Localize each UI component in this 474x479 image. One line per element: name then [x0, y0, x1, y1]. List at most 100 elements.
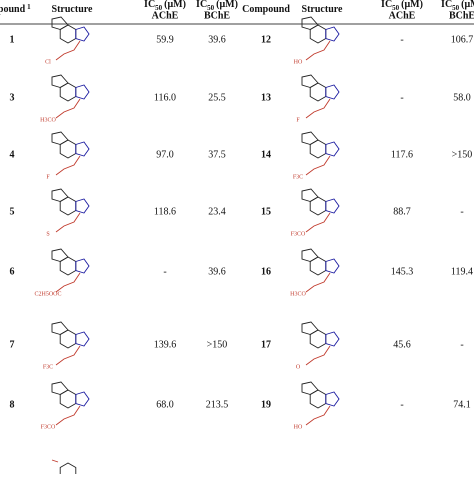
chain — [55, 155, 81, 176]
structure: H3CO — [290, 248, 340, 297]
substituent: H3CO — [40, 117, 56, 123]
chain — [55, 272, 81, 293]
substituent: C2H5OOC — [34, 291, 61, 297]
bche-value: 37.5 — [208, 149, 226, 160]
bche-value: 23.4 — [208, 206, 226, 217]
ring — [75, 331, 90, 347]
ring — [301, 188, 319, 202]
chain — [305, 155, 331, 176]
ache-value: 45.6 — [393, 339, 411, 350]
substituent: F — [46, 174, 50, 180]
compound-id: 8 — [10, 399, 15, 410]
header-cell: Structure — [52, 4, 93, 15]
header-ic: IC — [144, 0, 155, 10]
header-unit: (μM) — [164, 0, 186, 10]
bche-value: - — [460, 206, 463, 217]
chain — [55, 405, 81, 426]
chain — [55, 345, 81, 366]
substituent: S — [46, 231, 49, 237]
ring — [51, 188, 69, 202]
ring — [51, 248, 69, 262]
structure: F3CO — [291, 188, 340, 237]
chain — [305, 272, 331, 293]
substituent: Cl — [45, 59, 51, 65]
ring — [51, 321, 69, 335]
header-text: Structure — [302, 4, 343, 15]
ring — [75, 391, 90, 407]
ache-value: 139.6 — [154, 339, 177, 350]
ache-value: 88.7 — [393, 206, 411, 217]
header-ic: IC — [441, 0, 452, 10]
ache-value: 68.0 — [156, 399, 174, 410]
structure: S — [46, 188, 90, 237]
header-cell: Compound1 — [0, 3, 31, 16]
header-enzyme: BChE — [449, 10, 474, 21]
bche-value: 213.5 — [206, 399, 229, 410]
bche-value: >150 — [452, 149, 473, 160]
substituent: H3CO — [290, 291, 306, 297]
substituent: F3C — [43, 364, 53, 370]
header-cell: Compound — [242, 4, 290, 15]
chain — [55, 40, 81, 61]
ring — [325, 141, 340, 157]
structure: Cl — [45, 16, 90, 65]
ache-value: 116.0 — [154, 92, 176, 103]
bche-value: 39.6 — [208, 34, 226, 45]
ring — [301, 248, 319, 262]
compound-id: 4 — [10, 149, 15, 160]
ring — [325, 84, 340, 100]
ring — [75, 141, 90, 157]
ache-value: 59.9 — [156, 34, 174, 45]
header-cell: IC50(μM) — [441, 0, 474, 12]
compound-id: 17 — [261, 339, 271, 350]
compound-id: 19 — [261, 399, 271, 410]
ache-value: - — [163, 266, 166, 277]
header-cell: IC50(μM) — [196, 0, 238, 12]
ring — [325, 391, 340, 407]
structure: HO — [294, 16, 340, 65]
bche-value: 25.5 — [208, 92, 226, 103]
header-cell: IC50(μM) — [144, 0, 186, 12]
compound-id: 12 — [261, 34, 271, 45]
ring — [75, 258, 90, 274]
compound-id: 16 — [261, 266, 271, 277]
ache-value: 117.6 — [391, 149, 413, 160]
ring — [325, 258, 340, 274]
substituent: F3CO — [291, 231, 306, 237]
chain — [305, 98, 331, 119]
header-unit: (μM) — [401, 0, 423, 10]
ache-value: - — [400, 399, 403, 410]
header-text: Structure — [52, 4, 93, 15]
structure: F — [46, 131, 90, 180]
substituent: O — [296, 364, 301, 370]
bche-value: 58.0 — [453, 92, 471, 103]
header-unit: (μM) — [216, 0, 238, 10]
structure: C2H5OOC — [34, 248, 90, 297]
header-sup: 1 — [27, 3, 31, 11]
header-cell: IC50(μM) — [381, 0, 423, 12]
compound-id: 3 — [10, 92, 15, 103]
ring — [301, 74, 319, 88]
bche-value: 119.4 — [451, 266, 473, 277]
ring — [51, 16, 69, 30]
structure: F3C — [293, 131, 340, 180]
compound-id: 5 — [10, 206, 15, 217]
header-ic: IC — [196, 0, 207, 10]
chain — [305, 405, 331, 426]
chain — [55, 98, 81, 119]
ring — [51, 74, 69, 88]
ache-value: 97.0 — [156, 149, 174, 160]
ring — [301, 16, 319, 30]
header-enzyme: AChE — [152, 10, 179, 21]
bche-value: - — [460, 339, 463, 350]
header-enzyme: AChE — [389, 10, 416, 21]
structure: F3C — [43, 321, 90, 370]
header-ic: IC — [381, 0, 392, 10]
header-sub: 50 — [452, 4, 460, 12]
ring — [75, 26, 90, 42]
ring — [59, 462, 77, 479]
header-cell: Structure — [302, 4, 343, 15]
substituent: HO — [294, 424, 303, 430]
ring — [51, 131, 69, 145]
